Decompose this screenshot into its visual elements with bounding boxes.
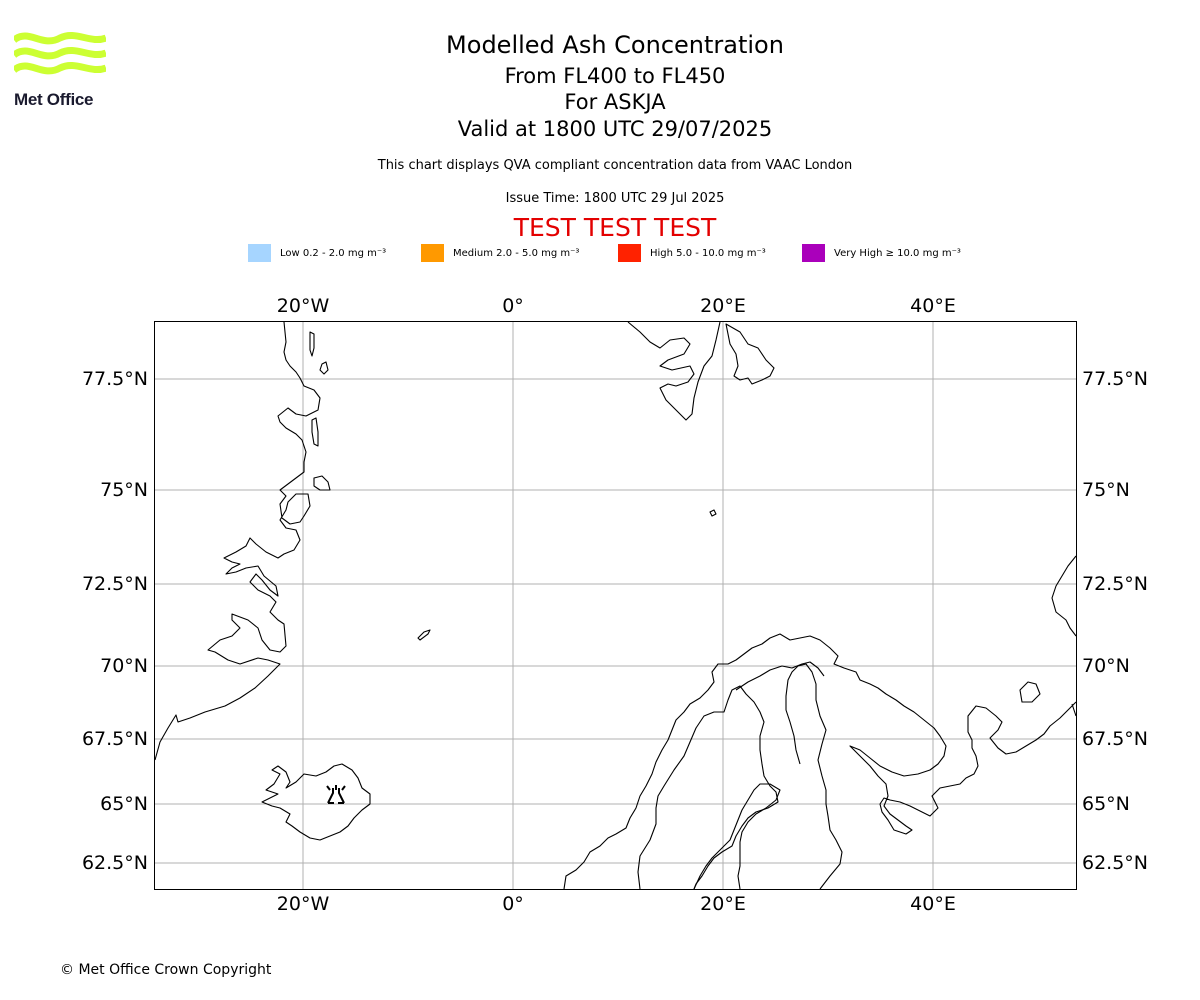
lat-label-left-65: 65°N (100, 793, 148, 815)
lat-label-right-62-5: 62.5°N (1082, 852, 1148, 874)
lon-label-bottom-20w: 20°W (277, 893, 330, 915)
sweden-finland-border (693, 783, 781, 890)
legend-swatch-high (618, 244, 641, 262)
greenland-island-2 (311, 417, 319, 447)
finland-russia-border (785, 663, 843, 890)
greenland-island-3 (309, 331, 315, 357)
norway-finland-border (735, 661, 825, 691)
lat-label-right-77-5: 77.5°N (1082, 368, 1148, 390)
novaya-zemlya (1051, 555, 1077, 637)
novaya-zemlya-tip (1071, 703, 1077, 717)
scandinavia-coast (563, 633, 1077, 890)
legend-item-very-high: Very High ≥ 10.0 mg m⁻³ (802, 244, 961, 262)
lon-label-top-20w: 20°W (277, 295, 330, 317)
qva-note: This chart displays QVA compliant concen… (377, 158, 853, 173)
gridlines (155, 322, 1076, 889)
lon-label-bottom-20e: 20°E (700, 893, 746, 915)
volcano-name: For ASKJA (564, 90, 666, 114)
volcano-icon (326, 785, 346, 804)
svalbard-west (627, 321, 721, 421)
jan-mayen (417, 629, 431, 641)
svalbard-east (725, 323, 775, 385)
lon-label-bottom-0: 0° (502, 893, 524, 915)
lat-label-right-75: 75°N (1082, 479, 1130, 501)
legend-label-medium: Medium 2.0 - 5.0 mg m⁻³ (453, 247, 580, 259)
iceland-coast (261, 763, 371, 841)
lat-label-left-70: 70°N (100, 655, 148, 677)
legend-label-low: Low 0.2 - 2.0 mg m⁻³ (280, 247, 387, 259)
met-office-logo: Met Office (14, 30, 106, 110)
lat-label-right-65: 65°N (1082, 793, 1130, 815)
logo-text: Met Office (14, 90, 94, 109)
legend-item-medium: Medium 2.0 - 5.0 mg m⁻³ (421, 244, 579, 262)
greenland-island (313, 475, 331, 491)
legend-label-very-high: Very High ≥ 10.0 mg m⁻³ (834, 247, 961, 259)
wave-logo-icon (14, 31, 106, 75)
copyright-notice: © Met Office Crown Copyright (60, 962, 272, 978)
lon-label-top-20e: 20°E (700, 295, 746, 317)
chart-title: Modelled Ash Concentration (446, 31, 784, 59)
lat-label-left-77-5: 77.5°N (82, 368, 148, 390)
lon-label-top-40e: 40°E (910, 295, 956, 317)
lat-label-left-62-5: 62.5°N (82, 852, 148, 874)
norway-sweden-border (637, 685, 779, 890)
coastlines (154, 321, 1077, 890)
lon-label-bottom-40e: 40°E (910, 893, 956, 915)
map-frame (154, 321, 1077, 890)
flight-level-range: From FL400 to FL450 (504, 64, 726, 88)
legend-item-high: High 5.0 - 10.0 mg m⁻³ (618, 244, 766, 262)
legend-swatch-medium (421, 244, 444, 262)
greenland-coast (154, 321, 321, 761)
lat-label-right-67-5: 67.5°N (1082, 728, 1148, 750)
lat-label-left-67-5: 67.5°N (82, 728, 148, 750)
legend-swatch-very-high (802, 244, 825, 262)
greenland-island-4 (319, 361, 329, 375)
kola-island (1019, 681, 1041, 703)
legend-label-high: High 5.0 - 10.0 mg m⁻³ (650, 247, 766, 259)
bear-island (709, 509, 717, 517)
lon-label-top-0: 0° (502, 295, 524, 317)
lat-label-right-72-5: 72.5°N (1082, 573, 1148, 595)
lat-label-left-75: 75°N (100, 479, 148, 501)
lat-label-right-70: 70°N (1082, 655, 1130, 677)
valid-time: Valid at 1800 UTC 29/07/2025 (457, 117, 773, 141)
test-banner: TEST TEST TEST (513, 213, 717, 242)
legend-item-low: Low 0.2 - 2.0 mg m⁻³ (248, 244, 386, 262)
lat-label-left-72-5: 72.5°N (82, 573, 148, 595)
issue-time: Issue Time: 1800 UTC 29 Jul 2025 (505, 191, 725, 206)
legend-swatch-low (248, 244, 271, 262)
